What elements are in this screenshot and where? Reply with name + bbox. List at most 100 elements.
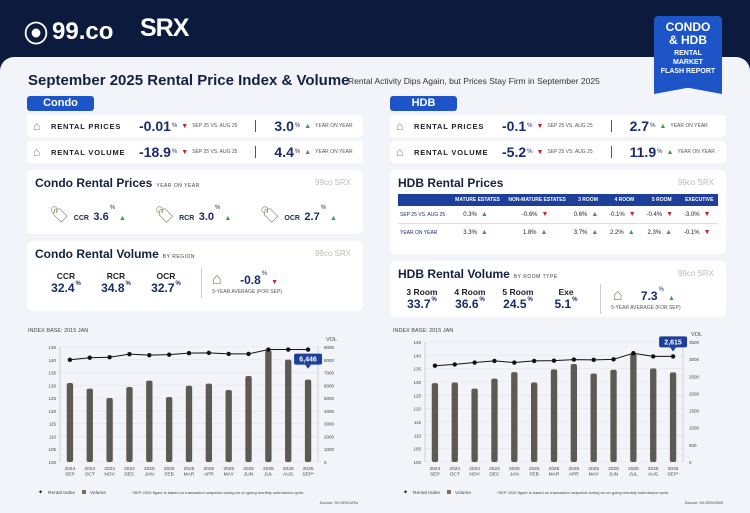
x-tick-year: 2025 — [283, 466, 294, 472]
rental-index-point — [571, 357, 577, 362]
x-tick-month: DEC — [124, 472, 135, 478]
rental-index-point — [166, 352, 172, 357]
y-tick-label: 100 — [48, 460, 56, 465]
x-tick-label: 2025 JAN — [144, 466, 155, 478]
y2-tick-label: 3500 — [689, 340, 700, 345]
kpi-row: ⌂ RENTAL PRICES -0.01% ▼ SEP 25 VS. AUG 2… — [27, 115, 363, 137]
x-tick-year: 2024 — [469, 466, 480, 472]
y-tick-label: 115 — [414, 420, 422, 425]
watermark: 99co SRX — [677, 269, 714, 278]
condo-prices-card: 99co SRX Condo Rental Prices YEAR ON YEAR … — [27, 170, 363, 234]
down-arrow-icon: ▼ — [628, 211, 636, 218]
up-arrow-icon: ▲ — [540, 229, 548, 236]
callout-pointer — [670, 347, 677, 352]
x-tick-label: 2024 DEC — [489, 466, 500, 478]
x-tick-month: NOV — [104, 472, 115, 478]
x-tick-year: 2025 — [648, 466, 659, 472]
x-tick-label: 2025 MAY — [223, 466, 234, 478]
x-tick-label: 2025 AUG — [648, 466, 659, 478]
up-arrow-icon: ▲ — [330, 215, 337, 222]
up-arrow-icon: ▲ — [591, 211, 599, 218]
x-tick-month: AUG — [648, 472, 659, 478]
location-pin-icon: ⦿ — [24, 21, 48, 48]
y2-tick-label: 1500 — [689, 409, 700, 414]
condo-chart: INDEX BASE: 2015 JAN VOL 100 105 110 115 120 12… — [28, 328, 358, 505]
header: ⦿ 99.co SRX — [0, 0, 750, 80]
source: Source: 99-SRX/HDB — [685, 500, 724, 505]
x-tick-month: JUL — [629, 472, 638, 478]
y2-tick-label: 0 — [689, 460, 692, 465]
x-tick-year: 2025 — [668, 466, 679, 472]
volume-bar — [511, 372, 518, 462]
x-tick-year: 2024 — [65, 466, 76, 472]
x-tick-month: FEB — [529, 472, 538, 478]
y2-tick-label: 2500 — [689, 374, 700, 379]
x-tick-label: 2025 AUG — [283, 466, 294, 478]
x-tick-year: 2025 — [549, 466, 560, 472]
watermark: 99co SRX — [314, 178, 351, 187]
legend-volume-icon — [447, 490, 451, 494]
rental-index-point — [246, 351, 251, 357]
x-tick-month: SEP — [430, 472, 440, 478]
x-tick-year: 2025 — [204, 466, 215, 472]
volume-bar — [610, 369, 617, 462]
watermark: 99co SRX — [677, 178, 714, 187]
y-tick-label: 140 — [413, 353, 421, 358]
x-tick-month: JAN — [145, 472, 155, 478]
x-tick-month: JUN — [244, 472, 254, 478]
mom-value: -5.2 — [502, 144, 527, 160]
hdb-column: HDB ⌂ RENTAL PRICES -0.1% ▼ SEP 25 VS. AU… — [390, 96, 726, 317]
y2-tick-label: 5000 — [324, 396, 335, 401]
report-badge: CONDO & HDB RENTAL MARKET FLASH REPORT — [654, 16, 722, 94]
condo-column: Condo ⌂ RENTAL PRICES -0.01% ▼ SEP 25 VS.… — [27, 96, 363, 311]
down-arrow-icon: ▼ — [181, 122, 189, 130]
up-arrow-icon: ▲ — [480, 211, 488, 218]
up-arrow-icon: ▲ — [659, 122, 667, 130]
hdb-prices-card: 99co SRX HDB Rental Prices MATURE ESTATES… — [390, 170, 726, 254]
x-tick-month: DEC — [489, 472, 500, 478]
y-tick-label: 125 — [48, 396, 56, 401]
y-tick-label: 135 — [413, 367, 421, 372]
x-tick-label: 2025 JAN — [509, 466, 520, 478]
badge-text: FLASH REPORT — [660, 68, 716, 75]
y-tick-label: 100 — [413, 460, 421, 465]
rental-index-point — [127, 351, 132, 357]
rental-index-point — [452, 362, 457, 367]
volume-bar — [205, 383, 213, 462]
region-price: 🏷 OCR 2.7%▲ — [259, 205, 337, 224]
up-arrow-icon: ▲ — [627, 229, 635, 236]
table-row: SEP 25 VS. AUG 25 0.3% ▲ -0.6% ▼ 0.6% ▲ -0.1% ▼ -… — [398, 206, 718, 224]
kpi-row: ⌂ RENTAL VOLUME -18.9% ▼ SEP 25 VS. AUG 2… — [27, 141, 363, 163]
volume-bar — [66, 383, 74, 462]
down-arrow-icon: ▼ — [703, 211, 711, 218]
y2-tick-label: 4000 — [324, 409, 335, 414]
x-tick-label: 2025 JUL — [628, 466, 639, 478]
footnote: *SEP 2025 figure is based on transaction… — [132, 490, 304, 495]
x-tick-year: 2025 — [509, 466, 520, 472]
y-tick-label: 145 — [413, 340, 421, 345]
y-tick-label: 135 — [48, 371, 56, 376]
x-tick-month: APR — [204, 472, 214, 478]
x-tick-year: 2024 — [489, 466, 500, 472]
price-tag-icon: 🏷 — [259, 207, 280, 224]
price-tag-icon: 🏷 — [154, 207, 175, 224]
x-tick-month: MAY — [589, 472, 600, 478]
x-tick-month: NOV — [469, 472, 480, 478]
volume-bar — [451, 382, 458, 462]
y2-tick-label: 1000 — [324, 447, 335, 452]
volume-bar — [530, 382, 538, 462]
y2-tick-label: 8000 — [324, 358, 335, 363]
volume-bar — [471, 388, 478, 462]
x-tick-label: 2025 FEB — [164, 466, 175, 478]
hdb-chart: INDEX BASE: 2015 JAN VOL 100 105 110 115 120 12… — [393, 328, 724, 505]
rental-index-point — [432, 363, 438, 368]
volume-bar — [650, 368, 657, 462]
y-tick-label: 115 — [49, 422, 57, 427]
rental-index-point — [472, 360, 477, 365]
volume-bar — [126, 386, 133, 462]
y2-tick-label: 2000 — [324, 434, 335, 439]
badge-text: CONDO — [665, 20, 711, 34]
x-tick-month: APR — [569, 472, 579, 478]
house-chart-icon: ⌂ — [33, 119, 41, 133]
x-tick-year: 2025 — [569, 466, 580, 472]
